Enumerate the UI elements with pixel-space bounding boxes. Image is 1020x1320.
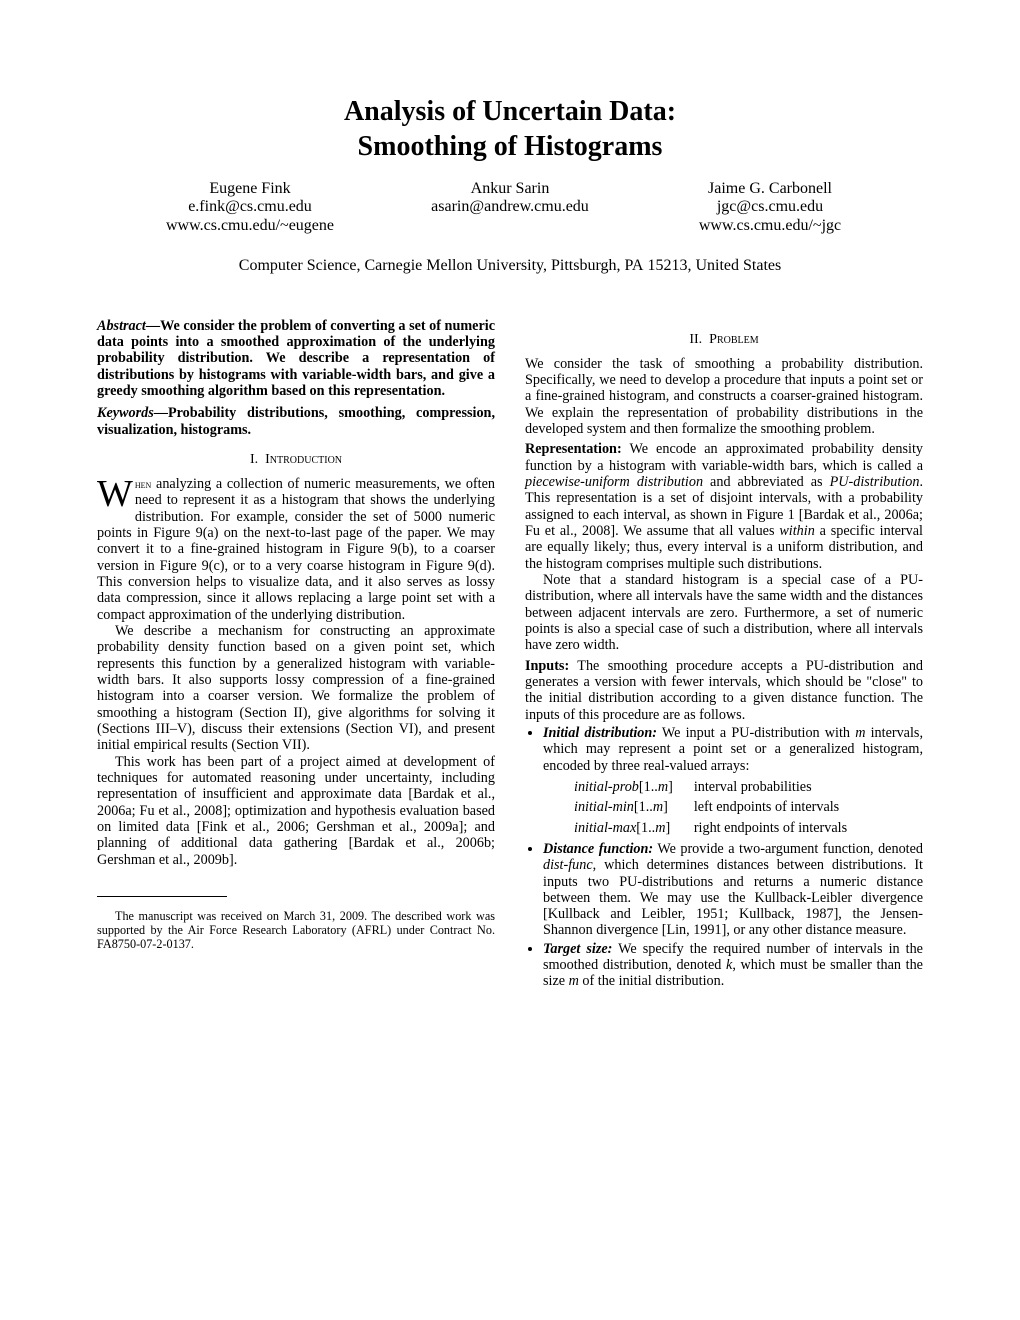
author-email: asarin@andrew.cmu.edu [410,198,610,216]
abstract: Abstract—We consider the problem of conv… [97,318,495,400]
repr-p2-a: Note that a standard histogram is a spec… [543,572,900,588]
keywords: Keywords—Probability distributions, smoo… [97,405,495,438]
dropcap-first: hen [135,479,151,491]
bul2-label: Distance function: [543,841,653,857]
arr1-name: initial-min [574,799,634,815]
columns: Abstract—We consider the problem of conv… [97,318,923,992]
affiliation: Computer Science, Carnegie Mellon Univer… [97,257,923,275]
footnote-post2: 8750-07-2-0137. [112,937,194,951]
title-line2: Smoothing of Histograms [358,131,663,162]
dropcap: W [97,476,135,510]
author-name: Eugene Fink [150,180,350,198]
author-email: jgc@cs.cmu.edu [670,198,870,216]
footnote-fa: FA [97,937,112,951]
arr1-range: [1..m] [634,799,668,815]
footnote: The manuscript was received on March 31,… [97,909,495,951]
inputs-label: Inputs: [525,658,569,674]
bul1-a: We input a [657,725,731,741]
repr-label: Representation: [525,441,622,457]
author-1: Eugene Fink e.fink@cs.cmu.edu www.cs.cmu… [150,180,350,235]
array-desc: right endpoints of intervals [693,819,865,837]
repr-ital: piecewise-uniform distribution [525,474,703,490]
bullet-distance-function: Distance function: We provide a two-argu… [543,841,923,939]
table-row: initial-max[1..m] right endpoints of int… [573,819,865,837]
abstract-label: Abstract [97,318,146,334]
bullet-initial-distribution: Initial distribution: We input a PU-dist… [543,725,923,839]
intro-p1: When analyzing a collection of numeric m… [97,476,495,623]
keywords-label: Keywords [97,405,154,421]
bul1-m: m [855,725,865,741]
pu-sc4: PU [731,725,749,741]
intro-p2: We describe a mechanism for constructing… [97,623,495,754]
author-3: Jaime G. Carbonell jgc@cs.cmu.edu www.cs… [670,180,870,235]
pu-sc5: PU [619,874,637,890]
inputs-p: Inputs: The smoothing procedure accepts … [525,658,923,723]
array-name: initial-min[1..m] [573,798,691,816]
keywords-dash: — [154,405,168,421]
author-name: Jaime G. Carbonell [670,180,870,198]
author-2: Ankur Sarin asarin@andrew.cmu.edu [410,180,610,235]
bul3-label: Target size: [543,941,612,957]
pu-sc2: PU [900,572,918,588]
abstract-dash: — [146,318,160,334]
author-url: www.cs.cmu.edu/~eugene [150,217,350,235]
paper-title: Analysis of Uncertain Data: Smoothing of… [97,94,923,164]
author-email: e.fink@cs.cmu.edu [150,198,350,216]
table-row: initial-min[1..m] left endpoints of inte… [573,798,865,816]
bul1-b: -distribution with [750,725,856,741]
problem-p1: We consider the task of smoothing a prob… [525,356,923,438]
affil-prefix: Computer Science, Carnegie Mellon Univer… [239,257,625,274]
affil-state: PA [624,257,643,274]
author-name: Ankur Sarin [410,180,610,198]
right-column: II. Problem We consider the task of smoo… [525,318,923,992]
repr-b: and abbreviated as [703,474,830,490]
arrays-table: initial-prob[1..m] interval probabilitie… [571,776,867,839]
pu-sc: PU [830,474,849,490]
bul2-fn: dist-func [543,857,593,873]
arr2-name: initial-max [574,820,636,836]
footnote-afrl: AFRL [356,923,387,937]
representation-p1: Representation: We encode an approximate… [525,441,923,572]
footnote-post1: ) under Contract No. [387,923,495,937]
array-desc: left endpoints of intervals [693,798,865,816]
inputs-list: Initial distribution: We input a PU-dist… [525,725,923,990]
page: Analysis of Uncertain Data: Smoothing of… [0,0,1020,1032]
intro-p3: This work has been part of a project aim… [97,754,495,868]
pu-sc3: PU [806,658,824,674]
pu-ital: -distribution [849,474,920,490]
affil-suffix: 15213, United States [643,257,781,274]
bul3-m: m [569,973,579,989]
author-url: www.cs.cmu.edu/~jgc [670,217,870,235]
arr0-name: initial-prob [574,779,639,795]
section-num: I. [250,452,258,467]
bul2-a: We provide a two-argument function, deno… [653,841,923,857]
section-1-heading: I. Introduction [97,452,495,468]
inputs-a: The smoothing procedure accepts a [569,658,806,674]
array-desc: interval probabilities [693,778,865,796]
section-2-heading: II. Problem [525,332,923,348]
bul3-c: of the initial distribution. [579,973,724,989]
footnote-rule [97,896,227,897]
section-num: II. [689,332,702,347]
table-row: initial-prob[1..m] interval probabilitie… [573,778,865,796]
array-name: initial-prob[1..m] [573,778,691,796]
title-line1: Analysis of Uncertain Data: [344,96,676,127]
repr-within: within [779,523,814,539]
representation-p2: Note that a standard histogram is a spec… [525,572,923,654]
authors-row: Eugene Fink e.fink@cs.cmu.edu www.cs.cmu… [97,180,923,235]
array-name: initial-max[1..m] [573,819,691,837]
intro-p1-rest: analyzing a collection of numeric measur… [97,476,495,623]
bul1-label: Initial distribution: [543,725,657,741]
section-name: Problem [709,332,758,347]
section-name: Introduction [265,452,342,467]
left-column: Abstract—We consider the problem of conv… [97,318,495,992]
bullet-target-size: Target size: We specify the required num… [543,941,923,990]
arr0-range: [1..m] [639,779,673,795]
arr2-range: [1..m] [636,820,670,836]
